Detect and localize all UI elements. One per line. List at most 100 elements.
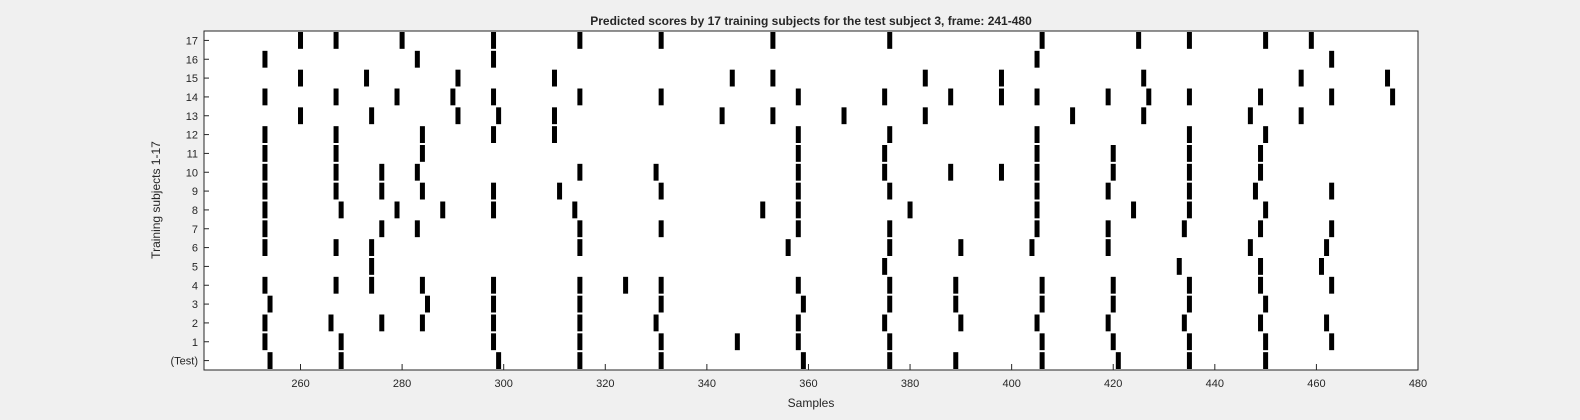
- score-mark: [419, 182, 425, 200]
- score-mark: [333, 276, 339, 294]
- score-mark: [729, 69, 735, 87]
- score-mark: [953, 276, 959, 294]
- score-mark: [333, 88, 339, 106]
- score-mark: [785, 239, 791, 256]
- score-mark: [887, 220, 893, 238]
- score-mark: [1034, 314, 1040, 332]
- score-mark: [1186, 201, 1192, 219]
- score-mark: [491, 295, 497, 313]
- score-mark: [262, 50, 268, 68]
- score-mark: [419, 126, 425, 143]
- score-mark: [262, 182, 268, 200]
- score-mark: [770, 32, 776, 49]
- score-mark: [414, 50, 420, 68]
- y-tick-label: (Test): [171, 356, 199, 368]
- score-mark: [948, 163, 954, 181]
- score-mark: [399, 32, 405, 49]
- score-mark: [491, 126, 497, 143]
- score-mark: [496, 352, 502, 369]
- score-mark: [577, 239, 583, 256]
- score-mark: [262, 276, 268, 294]
- score-mark: [1110, 163, 1116, 181]
- y-tick-label: 7: [192, 224, 198, 236]
- raster-marks: [262, 32, 1396, 369]
- score-mark: [1329, 50, 1335, 68]
- score-mark: [1141, 69, 1147, 87]
- score-mark: [267, 352, 273, 369]
- y-tick-label: 17: [186, 35, 198, 47]
- score-mark: [887, 126, 893, 143]
- score-mark: [328, 314, 334, 332]
- score-mark: [922, 107, 928, 125]
- score-mark: [1329, 276, 1335, 294]
- score-mark: [795, 88, 801, 106]
- score-mark: [262, 126, 268, 143]
- score-mark: [953, 295, 959, 313]
- score-mark: [795, 163, 801, 181]
- y-tick-label: 10: [186, 167, 198, 179]
- score-mark: [379, 314, 385, 332]
- score-mark: [1298, 69, 1304, 87]
- score-mark: [1258, 145, 1264, 162]
- score-mark: [369, 258, 375, 275]
- score-mark: [882, 88, 888, 106]
- score-mark: [333, 32, 339, 49]
- y-axis-ticks: 17 16 15 14 13 12 11 10 9 8 7 6 5 4 3 2 1 (Test): [171, 35, 209, 368]
- score-mark: [1385, 69, 1391, 87]
- score-mark: [658, 32, 664, 49]
- score-mark: [1141, 107, 1147, 125]
- score-mark: [1258, 276, 1264, 294]
- score-mark: [1029, 239, 1035, 256]
- score-mark: [1110, 145, 1116, 162]
- score-mark: [1105, 220, 1111, 238]
- score-mark: [658, 88, 664, 106]
- score-mark: [658, 182, 664, 200]
- score-mark: [1247, 239, 1253, 256]
- y-tick-label: 2: [192, 318, 198, 330]
- score-mark: [1034, 220, 1040, 238]
- score-mark: [577, 220, 583, 238]
- score-mark: [262, 220, 268, 238]
- y-tick-label: 5: [192, 261, 198, 273]
- score-mark: [907, 201, 913, 219]
- score-mark: [1070, 107, 1076, 125]
- score-mark: [800, 352, 806, 369]
- score-mark: [734, 333, 740, 351]
- y-tick-label: 3: [192, 299, 198, 311]
- score-mark: [1247, 107, 1253, 125]
- score-mark: [1034, 182, 1040, 200]
- score-mark: [369, 276, 375, 294]
- score-mark: [364, 69, 370, 87]
- score-mark: [1039, 32, 1045, 49]
- score-mark: [572, 201, 578, 219]
- score-mark: [998, 88, 1004, 106]
- score-mark: [338, 333, 344, 351]
- score-mark: [1308, 32, 1314, 49]
- x-tick-label: 340: [698, 378, 716, 390]
- score-mark: [262, 145, 268, 162]
- score-mark: [795, 145, 801, 162]
- score-mark: [1258, 220, 1264, 238]
- score-mark: [577, 295, 583, 313]
- score-mark: [424, 295, 430, 313]
- x-tick-label: 440: [1206, 378, 1224, 390]
- score-mark: [262, 163, 268, 181]
- score-mark: [1258, 314, 1264, 332]
- score-mark: [658, 220, 664, 238]
- score-mark: [1186, 182, 1192, 200]
- score-mark: [1186, 126, 1192, 143]
- score-mark: [1105, 88, 1111, 106]
- x-tick-label: 380: [901, 378, 919, 390]
- score-mark: [1034, 50, 1040, 68]
- score-mark: [267, 295, 273, 313]
- score-mark: [658, 352, 664, 369]
- score-mark: [1110, 333, 1116, 351]
- score-mark: [414, 163, 420, 181]
- score-mark: [1263, 333, 1269, 351]
- score-mark: [338, 352, 344, 369]
- score-mark: [1263, 32, 1269, 49]
- score-mark: [841, 107, 847, 125]
- score-mark: [1136, 32, 1142, 49]
- score-mark: [491, 32, 497, 49]
- score-mark: [1186, 163, 1192, 181]
